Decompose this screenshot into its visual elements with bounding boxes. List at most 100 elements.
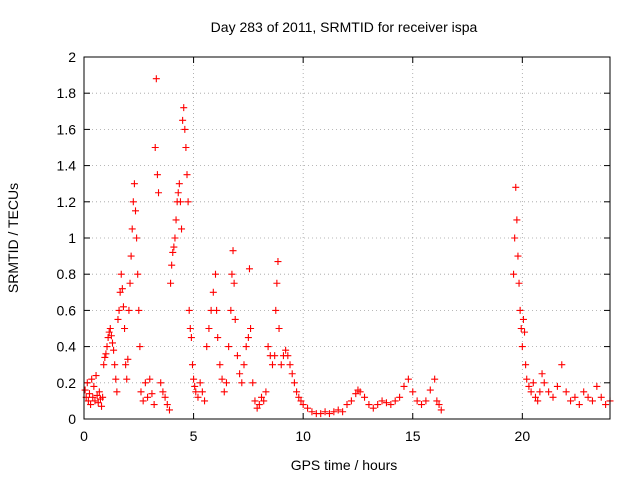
data-point <box>161 393 169 401</box>
data-point <box>343 401 351 409</box>
data-point <box>236 370 244 378</box>
data-point <box>157 379 165 387</box>
data-point <box>264 343 272 351</box>
data-point <box>185 306 193 314</box>
data-point <box>135 306 143 314</box>
data-point <box>93 391 101 399</box>
data-point <box>268 361 276 369</box>
data-point <box>356 388 364 396</box>
data-point <box>132 207 140 215</box>
data-point <box>258 393 266 401</box>
data-point <box>222 379 230 387</box>
data-point <box>133 234 141 242</box>
data-point <box>127 252 135 260</box>
data-point <box>169 248 177 256</box>
data-point <box>518 343 526 351</box>
data-point <box>148 390 156 398</box>
data-point <box>288 370 296 378</box>
data-point <box>238 379 246 387</box>
data-point <box>271 352 279 360</box>
data-point <box>245 265 253 273</box>
data-point <box>321 408 329 416</box>
data-point <box>282 346 290 354</box>
data-point <box>218 375 226 383</box>
data-point <box>433 397 441 405</box>
data-point <box>233 352 241 360</box>
data-point <box>126 279 134 287</box>
data-point <box>562 388 570 396</box>
data-point <box>304 404 312 412</box>
data-point <box>172 216 180 224</box>
data-point <box>275 325 283 332</box>
data-point <box>105 328 113 336</box>
data-point <box>171 234 179 242</box>
data-point <box>365 401 373 409</box>
data-point <box>192 388 200 396</box>
data-point <box>580 388 588 396</box>
data-point <box>212 270 219 278</box>
data-point <box>98 402 106 410</box>
data-point <box>521 328 529 336</box>
data-point <box>110 346 118 354</box>
y-tick-label: 1.6 <box>57 121 77 137</box>
data-point <box>249 379 257 387</box>
x-tick-label: 15 <box>405 428 421 444</box>
data-point <box>101 353 109 361</box>
y-tick-label: 1.2 <box>57 194 77 210</box>
y-tick-label: 0.8 <box>57 266 77 282</box>
data-point <box>180 104 188 112</box>
data-point <box>512 183 520 191</box>
data-point <box>153 171 161 179</box>
data-point <box>387 401 395 409</box>
y-tick-label: 0.4 <box>57 339 77 355</box>
data-point <box>186 325 194 332</box>
data-point <box>435 401 443 409</box>
data-point <box>538 370 546 378</box>
data-point <box>190 375 198 383</box>
data-point <box>225 343 233 351</box>
data-point <box>597 393 605 401</box>
data-point <box>525 382 533 390</box>
data-point <box>112 375 120 383</box>
data-point <box>418 401 426 409</box>
data-point <box>588 397 596 405</box>
data-point <box>308 408 316 416</box>
y-tick-label: 1 <box>68 230 76 246</box>
y-tick-label: 1.4 <box>57 158 77 174</box>
data-point <box>84 397 92 405</box>
data-point <box>174 189 182 197</box>
data-point <box>176 198 184 206</box>
data-point <box>253 404 261 412</box>
data-point <box>431 375 439 383</box>
y-tick-label: 0.2 <box>57 375 77 391</box>
data-point <box>242 343 250 351</box>
data-point <box>137 388 145 396</box>
data-point <box>178 225 186 233</box>
data-point <box>95 388 103 396</box>
data-point <box>295 393 303 401</box>
data-point <box>94 399 102 407</box>
data-point <box>272 306 280 314</box>
data-point <box>216 361 224 369</box>
data-point <box>119 303 127 311</box>
data-point <box>159 388 167 396</box>
data-point <box>130 180 138 188</box>
data-point <box>540 379 548 387</box>
data-point <box>290 379 298 387</box>
data-point <box>213 306 221 314</box>
data-point <box>593 382 601 390</box>
data-point <box>139 397 147 405</box>
data-point <box>90 382 98 390</box>
data-point <box>136 343 144 351</box>
data-point <box>151 144 159 151</box>
data-point <box>114 315 122 323</box>
data-point <box>273 279 281 287</box>
data-point <box>181 125 189 133</box>
data-point <box>214 334 222 342</box>
data-point <box>150 401 158 409</box>
data-point <box>584 393 592 401</box>
data-point <box>274 258 282 266</box>
y-tick-labels: 0 0.2 0.4 0.6 0.8 1 1.2 1.4 1.6 1.8 2 <box>57 49 77 427</box>
chart-title: Day 283 of 2011, SRMTID for receiver isp… <box>211 19 478 35</box>
